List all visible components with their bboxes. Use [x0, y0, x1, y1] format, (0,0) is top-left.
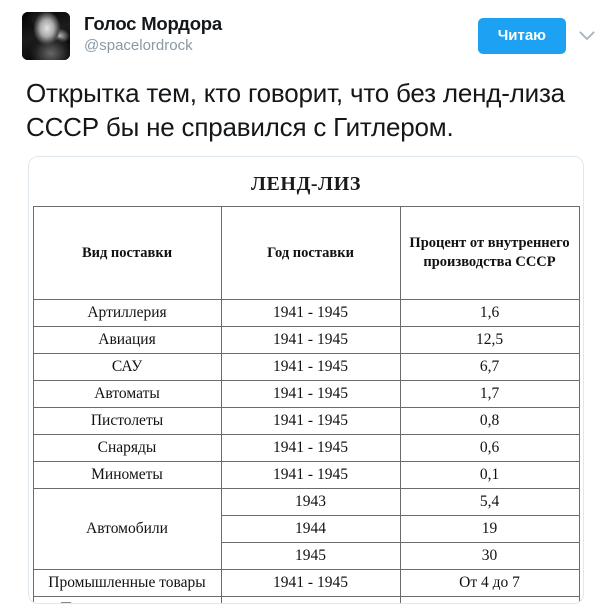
- cell-percent: 12,5: [399, 326, 580, 354]
- cell-percent: 5,4: [399, 488, 580, 516]
- cell-year: 1941 - 1945: [220, 596, 401, 603]
- table-row: Артиллерия 1941 - 1945 1,6: [32, 299, 580, 327]
- cell-year: 1941 - 1945: [220, 380, 401, 408]
- tweet-text: Открытка тем, кто говорит, что без ленд-…: [26, 78, 565, 142]
- table-row: Снаряды 1941 - 1945 0,6: [32, 434, 580, 462]
- cell-kind-merged: Автомобили: [32, 488, 222, 570]
- cell-percent: 0,1: [399, 461, 580, 489]
- table-row: Промышленные товары 1941 - 1945 От 4 до …: [32, 569, 580, 597]
- cell-year: 1941 - 1945: [220, 434, 401, 462]
- cell-percent: 19: [399, 515, 580, 543]
- display-name[interactable]: Голос Мордора: [84, 13, 222, 34]
- cell-kind: Артиллерия: [32, 299, 222, 327]
- cell-percent: От 4 до 7: [399, 569, 580, 597]
- cell-kind: Пистолеты: [32, 407, 222, 435]
- cell-kind: Минометы: [32, 461, 222, 489]
- table-row: САУ 1941 - 1945 6,7: [32, 353, 580, 381]
- column-header-percent: Процент от внутреннего производства СССР: [399, 206, 580, 300]
- cell-kind: САУ: [32, 353, 222, 381]
- cell-kind: Продовольственные товары: [32, 596, 222, 603]
- cell-year: 1944: [220, 515, 401, 543]
- table-row: Продовольственные товары 1941 - 1945 2,8: [32, 596, 580, 603]
- user-identity: Голос Мордора @spacelordrock: [84, 12, 478, 56]
- cell-year: 1941 - 1945: [220, 407, 401, 435]
- user-handle[interactable]: @spacelordrock: [84, 37, 193, 54]
- cell-year: 1941 - 1945: [220, 569, 401, 597]
- cell-percent: 1,7: [399, 380, 580, 408]
- table-row: Авиация 1941 - 1945 12,5: [32, 326, 580, 354]
- cell-kind: Снаряды: [32, 434, 222, 462]
- cell-percent: 2,8: [399, 596, 580, 603]
- cell-percent: 0,8: [399, 407, 580, 435]
- table-title: ЛЕНД-ЛИЗ: [250, 173, 362, 195]
- cell-year: 1941 - 1945: [220, 353, 401, 381]
- avatar-photo-icon: [22, 12, 70, 60]
- cell-kind: Автоматы: [32, 380, 222, 408]
- cell-year: 1941 - 1945: [220, 326, 401, 354]
- cell-year: 1941 - 1945: [220, 461, 401, 489]
- cell-percent: 6,7: [399, 353, 580, 381]
- table-row: Пистолеты 1941 - 1945 0,8: [32, 407, 580, 435]
- table-row: Автоматы 1941 - 1945 1,7: [32, 380, 580, 408]
- cell-percent: 1,6: [399, 299, 580, 327]
- table-header-row: Вид поставки Год поставки Процент от вну…: [32, 206, 580, 300]
- cell-kind: Авиация: [32, 326, 222, 354]
- cell-year: 1941 - 1945: [220, 299, 401, 327]
- table-row: 1944 19: [33, 515, 580, 543]
- cell-year: 1943: [220, 488, 401, 516]
- avatar[interactable]: [22, 12, 70, 60]
- header-actions: Читаю: [477, 12, 598, 54]
- cell-percent: 30: [399, 542, 580, 570]
- table-image: ЛЕНД-ЛИЗ Вид поставки Год поставки Проце…: [29, 157, 583, 603]
- cell-year: 1945: [220, 542, 401, 570]
- tweet-header: Голос Мордора @spacelordrock Читаю: [0, 0, 612, 62]
- chevron-down-icon[interactable]: [576, 25, 598, 47]
- cell-percent: 0,6: [399, 434, 580, 462]
- table-row: 1945 30: [33, 542, 580, 570]
- column-header-year: Год поставки: [220, 206, 401, 300]
- cell-kind: Промышленные товары: [32, 569, 222, 597]
- table-row: Минометы 1941 - 1945 0,1: [32, 461, 580, 489]
- follow-button[interactable]: Читаю: [477, 18, 566, 54]
- tweet-media-card[interactable]: ЛЕНД-ЛИЗ Вид поставки Год поставки Проце…: [28, 156, 584, 604]
- column-header-kind: Вид поставки: [32, 206, 222, 300]
- lend-lease-table: Вид поставки Год поставки Процент от вну…: [32, 206, 580, 603]
- table-row: Автомобили 1943 5,4: [32, 488, 580, 570]
